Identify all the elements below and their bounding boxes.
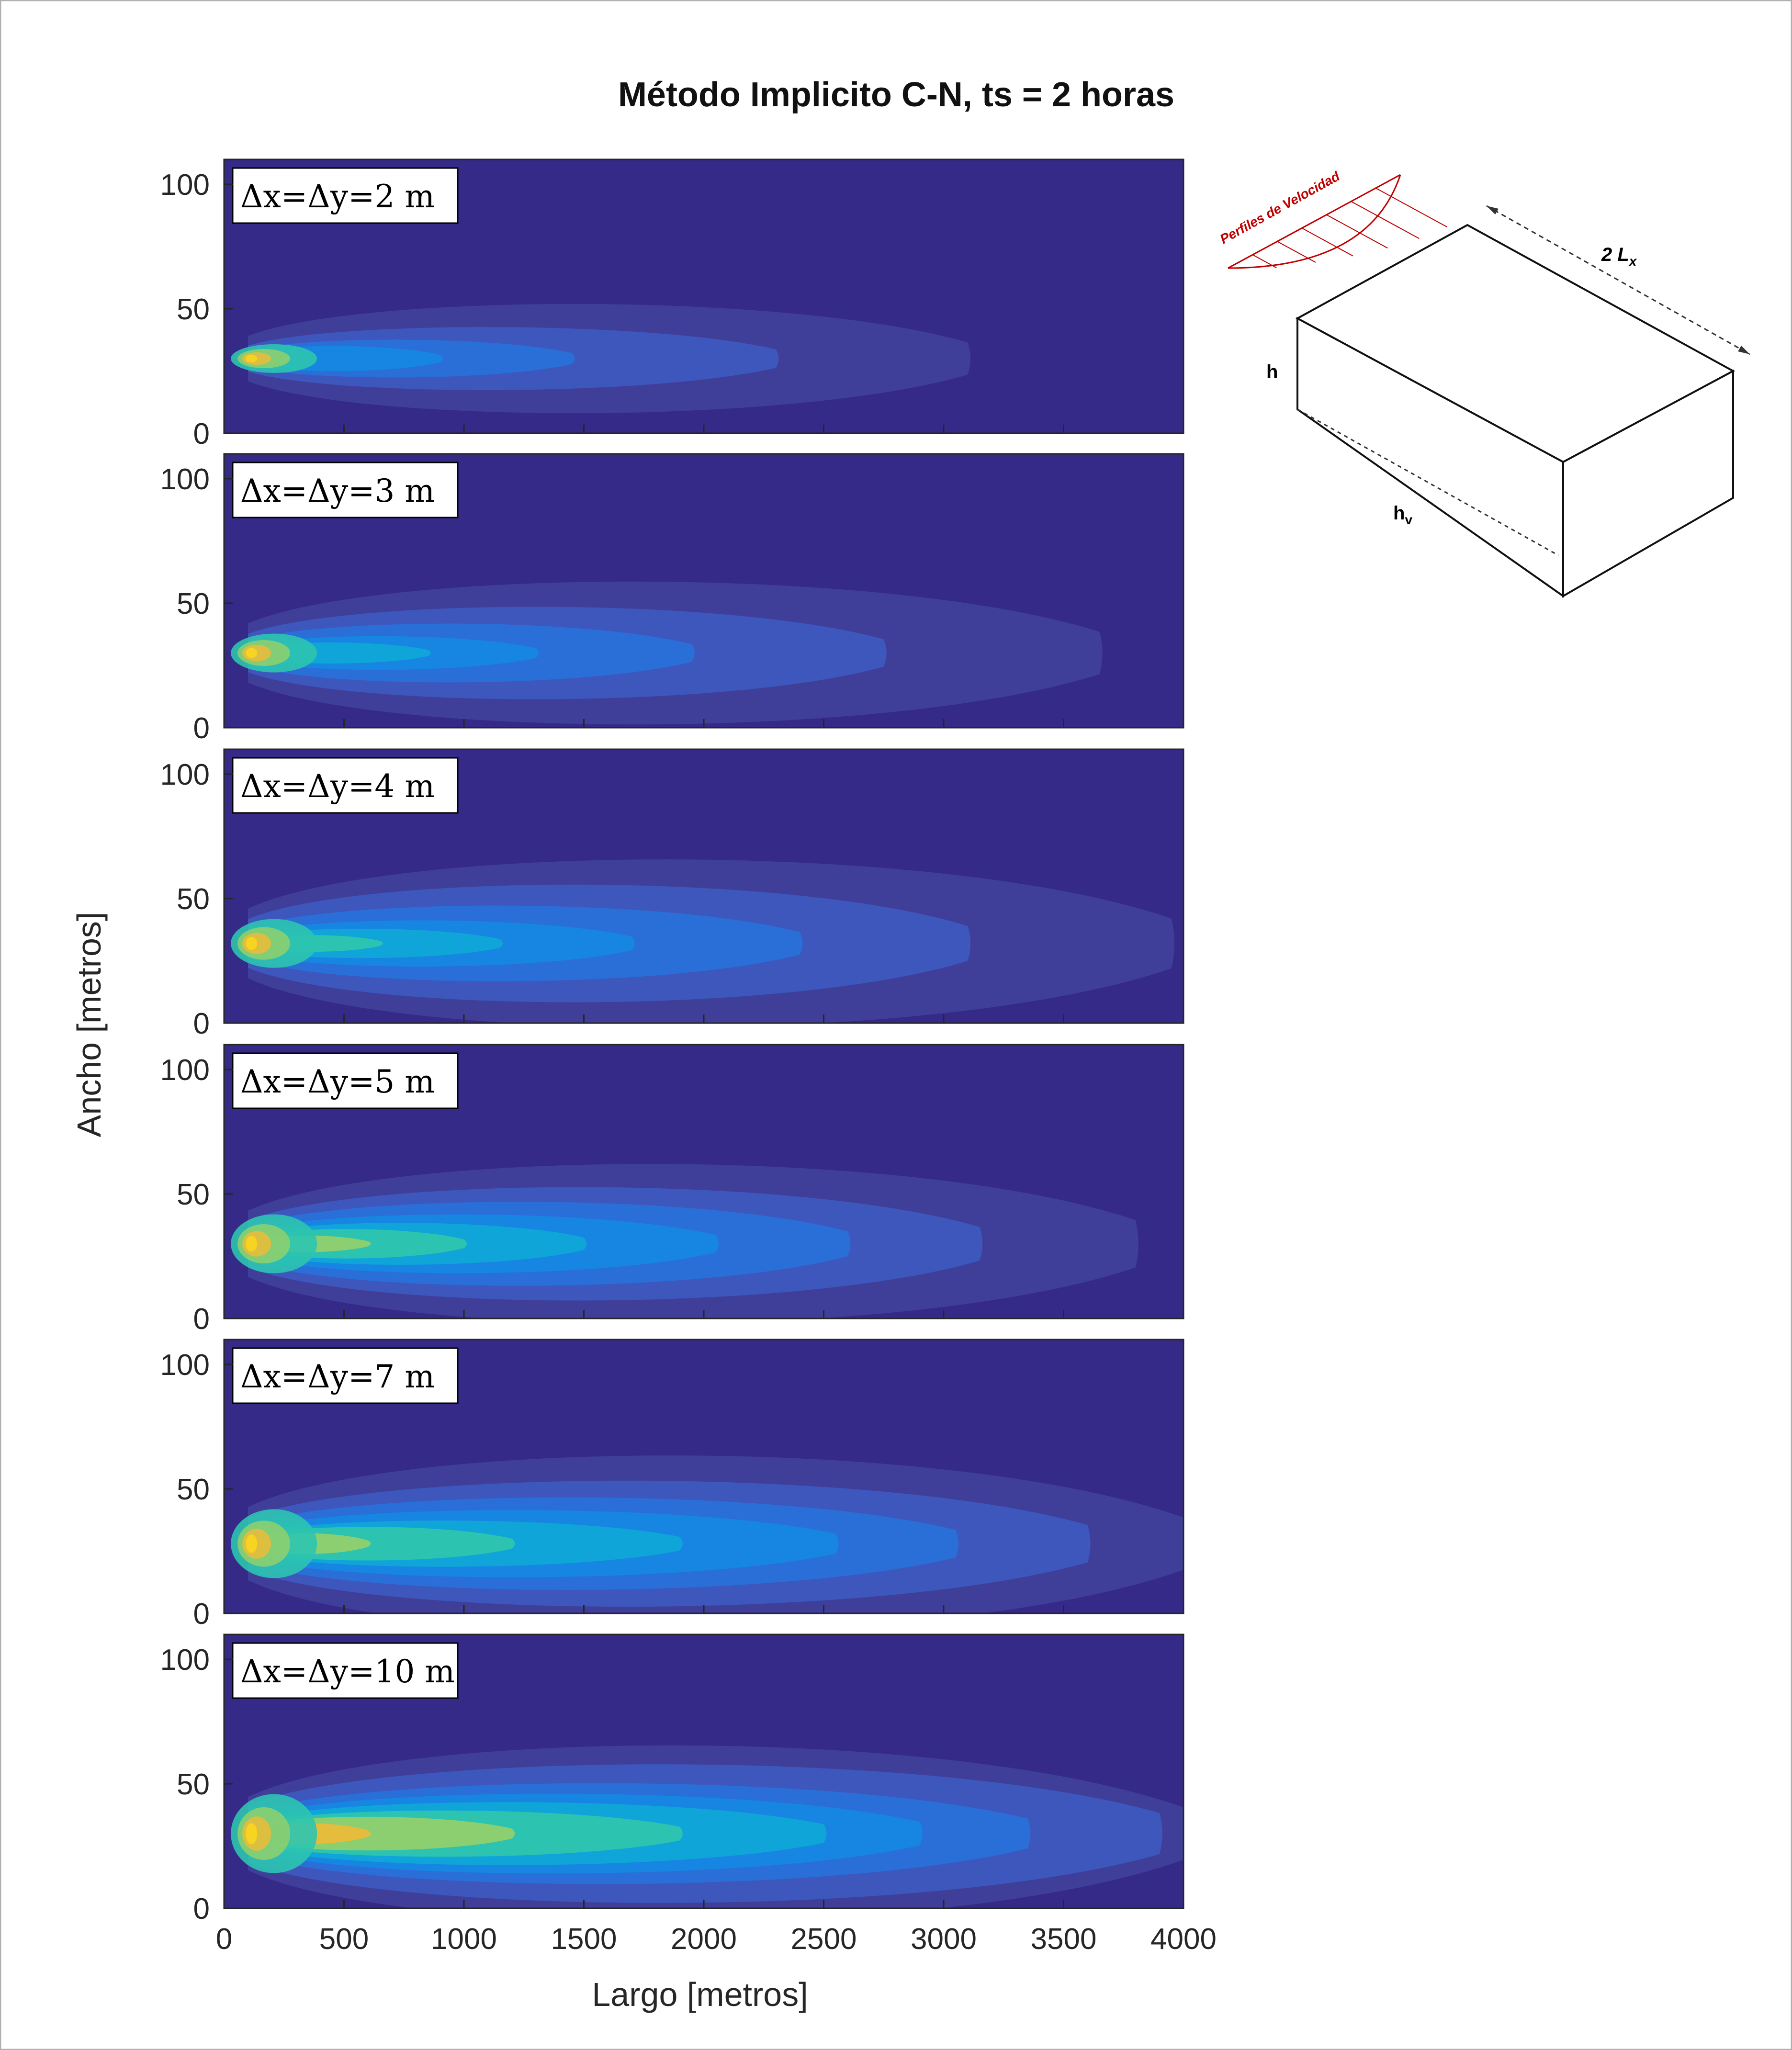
height-label: h <box>1266 361 1278 383</box>
y-tick-label: 50 <box>177 883 210 916</box>
contour-group <box>231 859 1174 1023</box>
y-axis-label: Ancho [metros] <box>70 912 108 1138</box>
length-label: 2 Lx <box>1601 244 1637 269</box>
length-arrowhead-end <box>1738 346 1750 354</box>
panels-group: Δx=Δy=2 m 0 50 100 Δx=Δy=3 m 0 50 100 Δx=Δy=4 m 0… <box>160 158 1217 1956</box>
y-tick-label: 100 <box>160 1349 210 1382</box>
velocity-profile <box>1228 174 1448 269</box>
panel-label-box <box>232 1052 459 1109</box>
contour-group <box>231 1455 1183 1613</box>
source-hotspot <box>231 1794 317 1873</box>
profile-arrow <box>1326 214 1388 249</box>
y-tick-label: 0 <box>193 1892 210 1926</box>
panel-label: Δx=Δy=4 m <box>240 768 435 805</box>
profile-arrow <box>1252 254 1277 269</box>
panel-label: Δx=Δy=3 m <box>240 473 435 509</box>
panel-4: Δx=Δy=5 m 0 50 100 <box>160 1044 1184 1336</box>
length-arrowhead-start <box>1487 206 1499 214</box>
y-tick-label: 100 <box>160 1054 210 1087</box>
profile-arrow <box>1351 201 1420 239</box>
x-axis-label: Largo [metros] <box>592 1976 808 2013</box>
panel-label-box <box>232 757 459 814</box>
y-tick-label: 50 <box>177 1178 210 1211</box>
x-tick-label: 2500 <box>791 1923 857 1956</box>
panel-label-box <box>232 462 459 518</box>
chart-title: Método Implicito C-N, ts = 2 horas <box>618 76 1174 114</box>
y-tick-label: 100 <box>160 169 210 202</box>
y-tick-label: 50 <box>177 587 210 620</box>
contour-group <box>231 304 971 414</box>
x-tick-label: 4000 <box>1150 1923 1217 1956</box>
panel-label-box <box>232 1642 459 1699</box>
box-side-face <box>1562 369 1734 598</box>
x-tick-label: 3500 <box>1031 1923 1097 1956</box>
profile-baseline <box>1228 174 1401 269</box>
y-tick-label: 0 <box>193 1303 210 1336</box>
contour-group <box>231 581 1103 725</box>
panel-label: Δx=Δy=2 m <box>240 178 435 215</box>
source-hotspot <box>231 633 317 673</box>
panel-label: Δx=Δy=5 m <box>240 1063 435 1100</box>
y-tick-label: 50 <box>177 1768 210 1801</box>
y-tick-label: 0 <box>193 712 210 745</box>
y-tick-label: 50 <box>177 1473 210 1506</box>
source-hotspot <box>231 1214 317 1273</box>
x-tick-label: 3000 <box>911 1923 977 1956</box>
length-dimension-line <box>1486 205 1750 355</box>
x-tick-label: 1000 <box>431 1923 497 1956</box>
source-hotspot <box>231 344 317 373</box>
panel-3: Δx=Δy=4 m 0 50 100 <box>160 748 1184 1040</box>
y-tick-label: 50 <box>177 293 210 326</box>
y-tick-label: 100 <box>160 758 210 791</box>
y-tick-label: 100 <box>160 463 210 496</box>
contour-group <box>231 1164 1138 1318</box>
y-tick-label: 0 <box>193 1598 210 1631</box>
y-tick-label: 100 <box>160 1644 210 1677</box>
source-hotspot <box>231 919 317 968</box>
contour-group <box>231 1745 1183 1908</box>
profile-arrow <box>1301 227 1353 257</box>
y-tick-label: 0 <box>193 1007 210 1040</box>
x-tick-label: 0 <box>216 1923 232 1956</box>
source-hotspot <box>231 1509 317 1578</box>
panel-label-box <box>232 1347 459 1404</box>
y-tick-label: 0 <box>193 417 210 451</box>
x-tick-label: 1500 <box>551 1923 617 1956</box>
x-tick-label: 500 <box>319 1923 369 1956</box>
panel-label: Δx=Δy=7 m <box>240 1358 435 1395</box>
profile-arrow <box>1375 187 1448 228</box>
panel-5: Δx=Δy=7 m 0 50 100 <box>160 1339 1184 1631</box>
profile-arrow <box>1277 241 1316 263</box>
depth-label: hv <box>1393 503 1412 527</box>
profile-curve <box>1228 174 1401 269</box>
panel-label: Δx=Δy=10 m <box>240 1653 455 1690</box>
x-tick-label: 2000 <box>671 1923 737 1956</box>
panel-1: Δx=Δy=2 m 0 50 100 <box>160 158 1184 451</box>
panel-label-box <box>232 167 459 224</box>
panel-2: Δx=Δy=3 m 0 50 100 <box>160 453 1184 745</box>
